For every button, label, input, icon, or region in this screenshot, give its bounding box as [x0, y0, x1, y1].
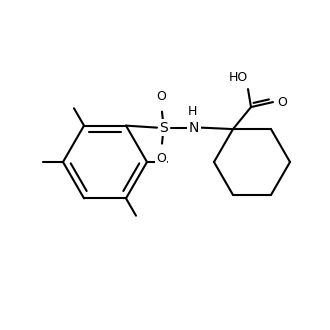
Text: N: N: [189, 121, 199, 135]
Text: O: O: [277, 96, 287, 109]
Text: HO: HO: [228, 71, 248, 83]
Text: O: O: [156, 152, 166, 165]
Text: H: H: [187, 105, 197, 118]
Text: O: O: [156, 90, 166, 103]
Text: S: S: [160, 121, 168, 135]
